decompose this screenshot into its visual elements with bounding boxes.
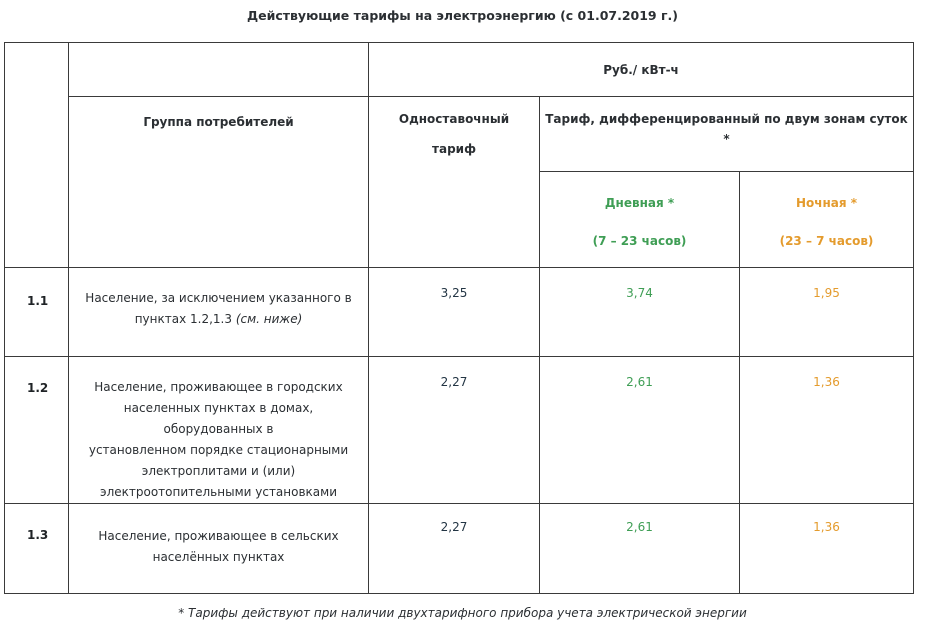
units-header: Руб./ кВт-ч — [368, 42, 914, 97]
day-zone-header: Дневная * (7 – 23 часов) — [539, 171, 740, 268]
day-rate-value: 3,74 — [539, 267, 740, 357]
night-zone-label: Ночная * — [795, 196, 858, 210]
two-zone-label: Тариф, дифференцированный по двум зонам … — [545, 112, 908, 126]
consumer-group-header: Группа потребителей — [68, 96, 369, 268]
consumer-group-description: Население, проживающее в сельских населё… — [68, 503, 369, 594]
day-zone-label: Дневная * — [604, 196, 675, 210]
header-blank-cell — [4, 42, 69, 268]
description-line: Население, проживающее в городских — [94, 380, 343, 394]
tariff-table: Руб./ кВт-ч Группа потребителей Одностав… — [4, 42, 914, 594]
consumer-group-description: Население, проживающее в городских насел… — [68, 356, 369, 504]
row-number: 1.1 — [4, 267, 69, 357]
day-rate-value: 2,61 — [539, 356, 740, 504]
header-row-units: Руб./ кВт-ч — [4, 42, 914, 268]
single-rate-value: 2,27 — [368, 503, 540, 594]
two-zone-header: Тариф, дифференцированный по двум зонам … — [539, 96, 914, 172]
table-row: 1.3 Население, проживающее в сельских на… — [4, 503, 914, 594]
night-zone-header: Ночная * (23 – 7 часов) — [739, 171, 914, 268]
header-row-types: Группа потребителей Одноставочный тариф … — [5, 96, 914, 268]
single-rate-label-line2: тариф — [432, 142, 476, 156]
night-rate-value: 1,95 — [739, 267, 914, 357]
footnote: * Тарифы действуют при наличии двухтариф… — [178, 606, 747, 620]
single-rate-value: 2,27 — [368, 356, 540, 504]
description-line: электроотопительными установками — [99, 485, 337, 499]
description-line: населенных пунктах в домах, оборудованны… — [123, 401, 314, 436]
header-blank-cell — [68, 42, 369, 97]
description-line: Население, за исключением указанного в — [85, 291, 352, 305]
row-number: 1.2 — [4, 356, 69, 504]
description-note: (см. ниже) — [235, 312, 303, 326]
table-row: 1.1 Население, за исключением указанного… — [4, 267, 914, 357]
description-line: электроплитами и (или) — [141, 464, 296, 478]
two-zone-mark: * — [723, 132, 730, 146]
single-rate-label-line1: Одноставочный — [398, 112, 510, 126]
description-line: установленном порядке стационарными — [88, 443, 349, 457]
table-row: 1.2 Население, проживающее в городских н… — [4, 356, 914, 504]
single-rate-value: 3,25 — [368, 267, 540, 357]
consumer-group-description: Население, за исключением указанного в п… — [68, 267, 369, 357]
night-zone-hours: (23 – 7 часов) — [779, 234, 874, 248]
day-zone-hours: (7 – 23 часов) — [592, 234, 687, 248]
description-line: Население, проживающее в сельских — [98, 529, 339, 543]
description-line: пунктах 1.2,1.3 (см. ниже) — [134, 312, 303, 326]
single-rate-header: Одноставочный тариф — [368, 96, 540, 268]
consumer-group-label: Группа потребителей — [143, 115, 294, 129]
night-rate-value: 1,36 — [739, 503, 914, 594]
row-number: 1.3 — [4, 503, 69, 594]
day-rate-value: 2,61 — [539, 503, 740, 594]
description-line: населённых пунктах — [152, 550, 285, 564]
page-title: Действующие тарифы на электроэнергию (с … — [247, 8, 678, 23]
header-row-zones: Дневная * (7 – 23 часов) Ночная * (23 – … — [5, 171, 914, 268]
night-rate-value: 1,36 — [739, 356, 914, 504]
